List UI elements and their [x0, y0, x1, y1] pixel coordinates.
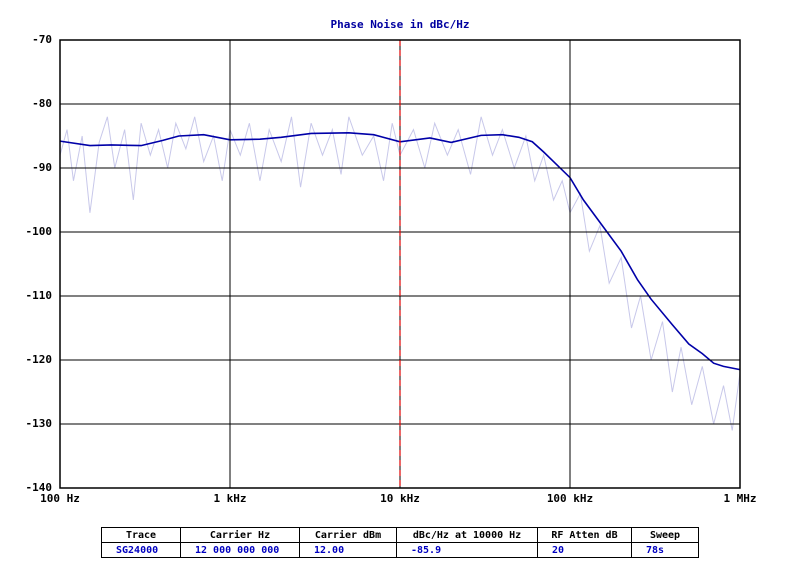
plot-border [59, 39, 741, 489]
header-cell: Carrier dBm [299, 527, 397, 543]
chart: Phase Noise in dBc/Hz -70 -80 -90 -100 -110 -… [26, 18, 757, 505]
y-tick-label: -110 [26, 289, 53, 302]
x-tick-label: 100 Hz [40, 492, 80, 505]
value-row: SG24000 12 000 000 000 12.00 -85.9 20 78… [101, 542, 699, 558]
header-cell: Sweep [631, 527, 699, 543]
value-cell: -85.9 [396, 542, 538, 558]
chart-title: Phase Noise in dBc/Hz [330, 18, 469, 31]
header-row: Trace Carrier Hz Carrier dBm dBc/Hz at 1… [101, 527, 699, 543]
x-tick-label: 1 MHz [723, 492, 756, 505]
header-cell: RF Atten dB [537, 527, 632, 543]
x-tick-label: 10 kHz [380, 492, 420, 505]
info-table: Trace Carrier Hz Carrier dBm dBc/Hz at 1… [101, 527, 699, 558]
y-tick-label: -130 [26, 417, 53, 430]
line-trace [59, 131, 741, 371]
value-cell: 12.00 [299, 542, 397, 558]
y-tick-label: -100 [26, 225, 53, 238]
x-tick-label: 100 kHz [547, 492, 593, 505]
y-tick-label: -140 [26, 481, 53, 494]
y-tick-label: -120 [26, 353, 53, 366]
x-tick-label: 1 kHz [213, 492, 246, 505]
header-cell: dBc/Hz at 10000 Hz [396, 527, 538, 543]
y-tick-label: -80 [32, 97, 52, 110]
y-tick-label: -70 [32, 33, 52, 46]
header-cell: Trace [101, 527, 181, 543]
value-cell: SG24000 [101, 542, 181, 558]
value-cell: 12 000 000 000 [180, 542, 300, 558]
line-trace [59, 116, 741, 431]
value-cell: 78s [631, 542, 699, 558]
y-tick-label: -90 [32, 161, 52, 174]
header-cell: Carrier Hz [180, 527, 300, 543]
value-cell: 20 [537, 542, 632, 558]
